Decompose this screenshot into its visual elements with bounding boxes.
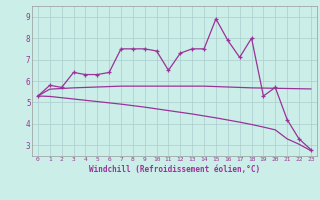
X-axis label: Windchill (Refroidissement éolien,°C): Windchill (Refroidissement éolien,°C) (89, 165, 260, 174)
